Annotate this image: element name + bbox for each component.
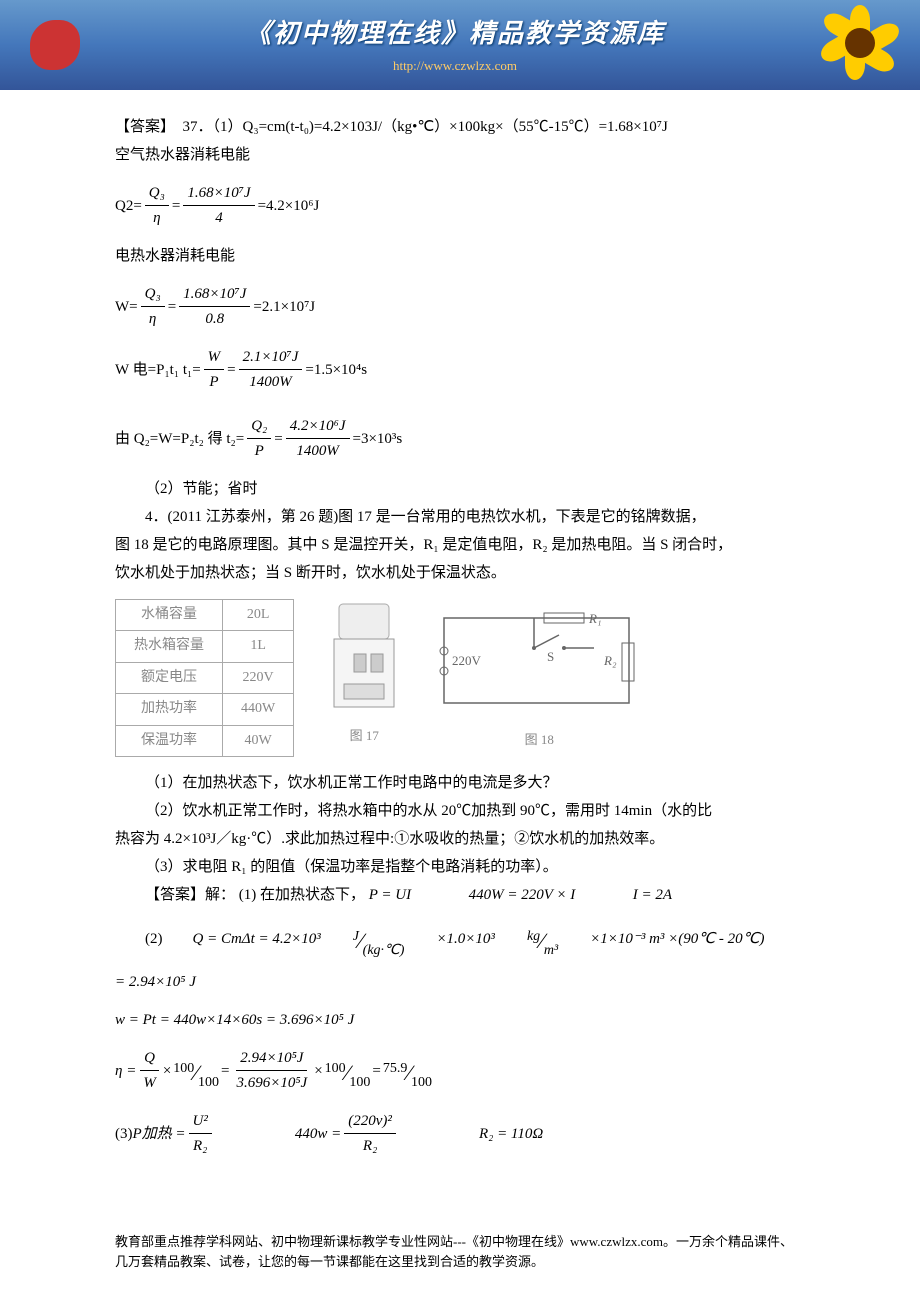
- w-result: =2.1×10⁷J: [253, 295, 315, 319]
- a3-frac2: (220v)² R₂: [344, 1109, 396, 1158]
- q4-intro1: 4．(2011 江苏泰州，第 26 题)图 17 是一台常用的电热饮水机，下表是…: [115, 505, 805, 529]
- air-heater-label: 空气热水器消耗电能: [115, 143, 805, 167]
- q4-question3: （3）求电阻 R₁ 的阻值（保温功率是指整个电路消耗的功率）。: [115, 855, 805, 879]
- eta-100-1: 100∕100: [173, 1053, 219, 1088]
- table-row: 加热功率440W: [116, 694, 294, 725]
- spec-table-wrap: 水桶容量20L热水箱容量1L额定电压220V加热功率440W保温功率40W: [115, 599, 294, 757]
- eta-100-2: 100∕100: [325, 1053, 371, 1088]
- q2w-frac1: Q₂ P: [247, 414, 271, 463]
- q4-question2a: （2）饮水机正常工作时，将热水箱中的水从 20℃加热到 90℃，需用时 14mi…: [115, 799, 805, 823]
- q2-frac1: Q₃ η: [145, 181, 169, 230]
- q4-intro2: 图 18 是它的电路原理图。其中 S 是温控开关，R₁ 是定值电阻，R₂ 是加热…: [115, 533, 805, 557]
- table-cell: 加热功率: [116, 694, 223, 725]
- a3-frac1: U² R₂: [189, 1109, 212, 1158]
- eta-result: 75.9∕100: [383, 1053, 432, 1088]
- table-cell: 1L: [223, 631, 294, 662]
- q4-a2-result: = 2.94×10⁵ J: [115, 970, 805, 994]
- site-title: 《初中物理在线》精品教学资源库: [100, 13, 810, 55]
- w-frac1: Q₃ η: [141, 282, 165, 331]
- r2-text: R₂: [603, 653, 617, 668]
- q2-result: =4.2×10⁶J: [258, 194, 320, 218]
- page-header: 《初中物理在线》精品教学资源库 http://www.czwlzx.com: [0, 0, 920, 90]
- table-cell: 40W: [223, 725, 294, 756]
- answer-label: 【答案】: [115, 119, 168, 135]
- q2w-lhs: 由 Q₂=W=P₂t₂ 得 t₂=: [115, 427, 244, 451]
- wdian-lhs: W 电=P₁t₁ t₁=: [115, 358, 201, 382]
- q4-answer2-eq: (2) Q = CmΔt = 4.2×10³ J∕(kg·℃) ×1.0×10³…: [115, 921, 805, 956]
- table-cell: 440W: [223, 694, 294, 725]
- flower-decoration: [810, 10, 900, 80]
- header-text: 《初中物理在线》精品教学资源库 http://www.czwlzx.com: [100, 13, 810, 77]
- table-row: 水桶容量20L: [116, 600, 294, 631]
- dispenser-diagram: [319, 599, 409, 714]
- spec-table: 水桶容量20L热水箱容量1L额定电压220V加热功率440W保温功率40W: [115, 599, 294, 757]
- w-lhs: W=: [115, 295, 138, 319]
- w-frac2: 1.68×10⁷J 0.8: [179, 282, 250, 331]
- unit-frac1: J∕(kg·℃): [323, 921, 405, 956]
- wdian-equation: W 电=P₁t₁ t₁= W P = 2.1×10⁷J 1400W =1.5×1…: [115, 345, 805, 394]
- main-content: 【答案】 37．（1）Q₃=cm(t-t₀)=4.2×103J/（kg•℃）×1…: [0, 90, 920, 1192]
- eta-equation: η = Q W × 100∕100 = 2.94×10⁵J 3.696×10⁵J…: [115, 1046, 805, 1095]
- circuit-diagram: 220V R₁ S R₂: [434, 603, 644, 718]
- unit-frac2: kg∕m³: [497, 921, 558, 956]
- table-cell: 保温功率: [116, 725, 223, 756]
- w-equation: W= Q₃ η = 1.68×10⁷J 0.8 =2.1×10⁷J: [115, 282, 805, 331]
- site-url: http://www.czwlzx.com: [100, 56, 810, 77]
- table-row: 热水箱容量1L: [116, 631, 294, 662]
- circuit-voltage-text: 220V: [452, 653, 482, 668]
- table-row: 额定电压220V: [116, 662, 294, 693]
- q37-part2: （2）节能；省时: [115, 477, 805, 501]
- logo: [20, 10, 100, 80]
- q4-a2-w: w = Pt = 440w×14×60s = 3.696×10⁵ J: [115, 1008, 805, 1032]
- q4-ans-label: 【答案】解：: [145, 887, 235, 903]
- q2-frac2: 1.68×10⁷J 4: [183, 181, 254, 230]
- page-footer: 教育部重点推荐学科网站、初中物理新课标教学专业性网站---《初中物理在线》www…: [0, 1192, 920, 1291]
- table-row: 保温功率40W: [116, 725, 294, 756]
- q2-equation: Q2= Q₃ η = 1.68×10⁷J 4 =4.2×10⁶J: [115, 181, 805, 230]
- q4-answer3: (3) P加热 = U² R₂ 440w = (220v)² R₂ R₂ = 1…: [115, 1109, 805, 1158]
- wdian-result: =1.5×10⁴s: [305, 358, 367, 382]
- q2-lhs: Q2=: [115, 194, 142, 218]
- table-cell: 热水箱容量: [116, 631, 223, 662]
- table-cell: 220V: [223, 662, 294, 693]
- eta-frac2: 2.94×10⁵J 3.696×10⁵J: [232, 1046, 311, 1095]
- q4-intro3: 饮水机处于加热状态；当 S 断开时，饮水机处于保温状态。: [115, 561, 805, 585]
- figure-17: 图 17: [319, 599, 409, 747]
- r1-text: R₁: [588, 611, 601, 626]
- elec-heater-label: 电热水器消耗电能: [115, 244, 805, 268]
- fig18-label: 图 18: [434, 730, 644, 751]
- q2w-frac2: 4.2×10⁶J 1400W: [286, 414, 350, 463]
- q2w-result: =3×10³s: [353, 427, 403, 451]
- q4-question1: （1）在加热状态下，饮水机正常工作时电路中的电流是多大？: [115, 771, 805, 795]
- table-cell: 水桶容量: [116, 600, 223, 631]
- eta-frac1: Q W: [139, 1046, 160, 1095]
- spec-and-diagrams: 水桶容量20L热水箱容量1L额定电压220V加热功率440W保温功率40W 图 …: [115, 599, 805, 757]
- q2w-equation: 由 Q₂=W=P₂t₂ 得 t₂= Q₂ P = 4.2×10⁶J 1400W …: [115, 414, 805, 463]
- q4-question2b: 热容为 4.2×10³J／kg·℃）.求此加热过程中:①水吸收的热量；②饮水机的…: [115, 827, 805, 851]
- table-cell: 额定电压: [116, 662, 223, 693]
- wdian-frac2: 2.1×10⁷J 1400W: [239, 345, 303, 394]
- footer-text: 教育部重点推荐学科网站、初中物理新课标教学专业性网站---《初中物理在线》www…: [115, 1234, 793, 1269]
- wdian-frac1: W P: [204, 345, 225, 394]
- table-cell: 20L: [223, 600, 294, 631]
- answer-37-line1: 【答案】 37．（1）Q₃=cm(t-t₀)=4.2×103J/（kg•℃）×1…: [115, 115, 805, 139]
- s-text: S: [547, 649, 554, 664]
- q4-answer1: 【答案】解： (1) 在加热状态下， P = UI 440W = 220V × …: [115, 883, 805, 907]
- fig17-label: 图 17: [319, 726, 409, 747]
- q37-part1: 37．（1）Q₃=cm(t-t₀)=4.2×103J/（kg•℃）×100kg×…: [168, 119, 668, 135]
- figure-18: 220V R₁ S R₂ 图 18: [434, 603, 644, 751]
